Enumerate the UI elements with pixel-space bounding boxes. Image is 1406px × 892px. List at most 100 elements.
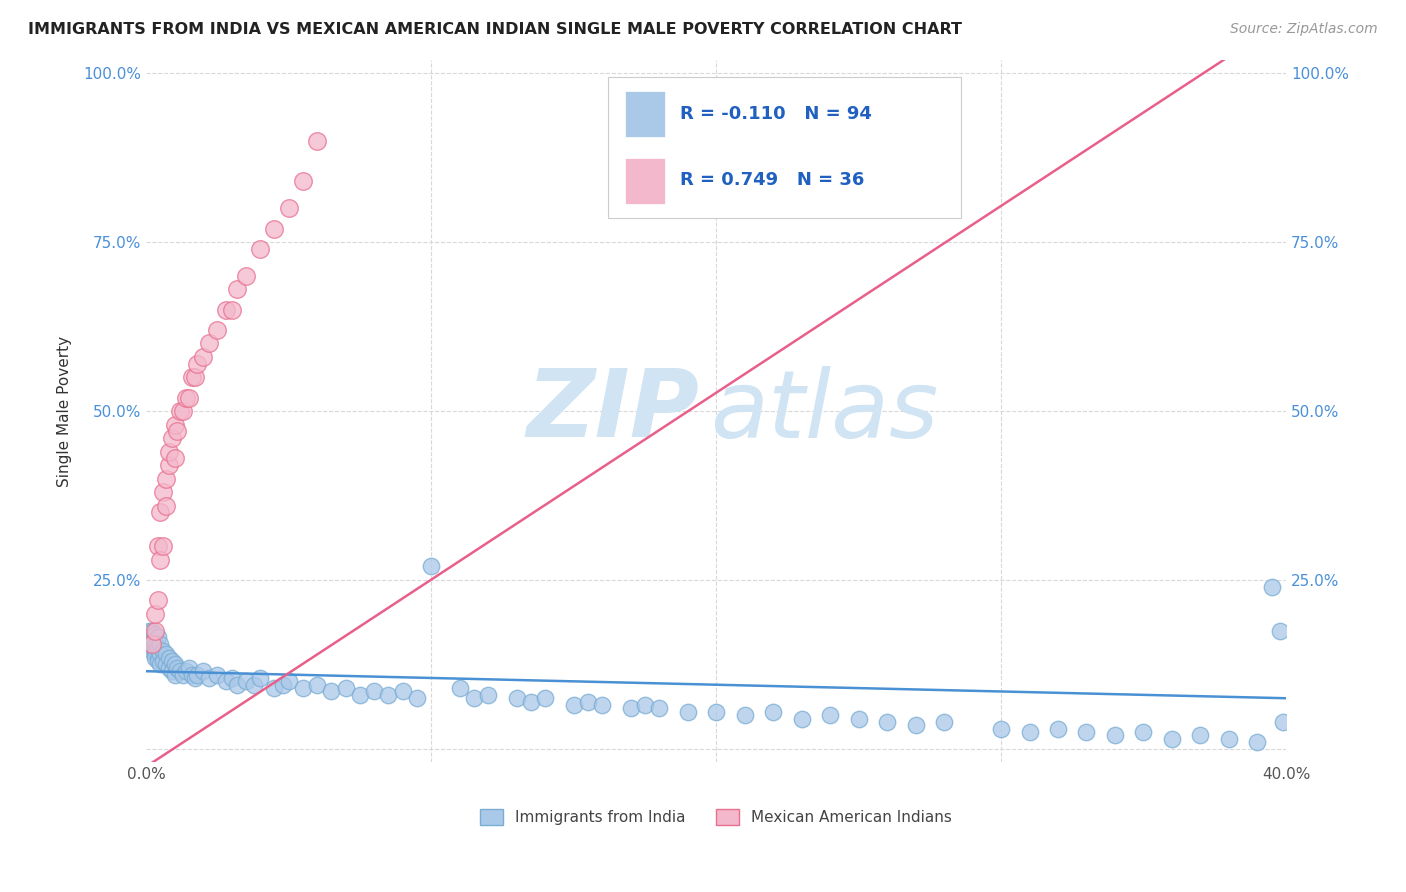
Point (235, 674, 257, 689)
Point (166, 661, 188, 675)
Point (146, 640, 169, 655)
Point (932, 714, 955, 729)
Point (876, 714, 898, 729)
Point (174, 664, 197, 678)
Point (180, 370, 202, 384)
Point (149, 552, 172, 566)
Point (277, 674, 299, 689)
Point (463, 691, 485, 706)
Point (271, 678, 294, 692)
Point (183, 671, 205, 685)
Point (335, 681, 357, 695)
Point (157, 444, 180, 458)
Point (520, 695, 543, 709)
Point (160, 664, 183, 678)
Point (734, 708, 756, 723)
Point (157, 458, 180, 472)
Point (591, 698, 613, 712)
Point (363, 684, 385, 698)
Point (221, 302, 243, 317)
Point (172, 404, 194, 418)
Point (534, 691, 557, 706)
Point (762, 705, 785, 719)
Text: ZIP: ZIP (526, 365, 699, 457)
Legend: Immigrants from India, Mexican American Indians: Immigrants from India, Mexican American … (479, 809, 952, 825)
Point (377, 688, 399, 702)
Point (576, 695, 599, 709)
Point (291, 681, 314, 695)
Text: IMMIGRANTS FROM INDIA VS MEXICAN AMERICAN INDIAN SINGLE MALE POVERTY CORRELATION: IMMIGRANTS FROM INDIA VS MEXICAN AMERICA… (28, 22, 962, 37)
Point (277, 201, 299, 215)
Point (263, 221, 285, 235)
Point (143, 624, 166, 638)
Point (1270, 624, 1292, 638)
Point (191, 664, 214, 678)
Point (146, 593, 169, 607)
Bar (624, 158, 665, 203)
Point (207, 323, 229, 337)
FancyBboxPatch shape (607, 78, 962, 218)
Point (1076, 725, 1098, 739)
Point (172, 667, 194, 681)
Point (321, 684, 343, 698)
Point (146, 650, 169, 665)
Point (676, 705, 699, 719)
Point (904, 718, 927, 732)
Point (169, 664, 191, 678)
Point (263, 681, 285, 695)
Point (160, 431, 183, 445)
Point (818, 708, 841, 723)
Point (198, 336, 221, 351)
Point (1246, 735, 1268, 749)
Point (152, 485, 174, 500)
Point (243, 678, 266, 692)
Point (149, 657, 172, 672)
Text: Source: ZipAtlas.com: Source: ZipAtlas.com (1230, 22, 1378, 37)
Point (449, 681, 471, 695)
Point (1218, 731, 1240, 746)
Point (141, 624, 163, 638)
Point (152, 539, 174, 553)
Point (149, 648, 172, 662)
Point (163, 417, 186, 432)
Point (163, 667, 186, 681)
Point (169, 404, 191, 418)
Point (155, 657, 177, 672)
Point (160, 654, 183, 668)
Point (155, 472, 177, 486)
Point (146, 539, 169, 553)
Point (141, 633, 163, 648)
Point (226, 678, 249, 692)
Point (141, 644, 163, 658)
Point (166, 425, 188, 439)
Point (198, 671, 221, 685)
Y-axis label: Single Male Poverty: Single Male Poverty (58, 335, 72, 486)
Point (143, 637, 166, 651)
Point (221, 671, 243, 685)
Point (143, 644, 166, 658)
Point (149, 637, 172, 651)
Point (149, 505, 172, 519)
Point (562, 698, 585, 712)
Point (215, 674, 238, 689)
Point (152, 654, 174, 668)
Point (249, 671, 271, 685)
Point (155, 648, 177, 662)
Point (249, 242, 271, 256)
Point (790, 712, 813, 726)
Point (704, 705, 727, 719)
Point (226, 282, 249, 296)
Point (505, 691, 527, 706)
Point (648, 701, 671, 715)
Point (183, 370, 205, 384)
Point (152, 644, 174, 658)
Point (146, 654, 169, 668)
Point (1046, 722, 1069, 736)
Point (1132, 725, 1154, 739)
Point (191, 350, 214, 364)
Point (215, 302, 238, 317)
Point (1260, 580, 1282, 594)
Point (141, 640, 163, 655)
Point (146, 631, 169, 645)
Point (180, 667, 202, 681)
